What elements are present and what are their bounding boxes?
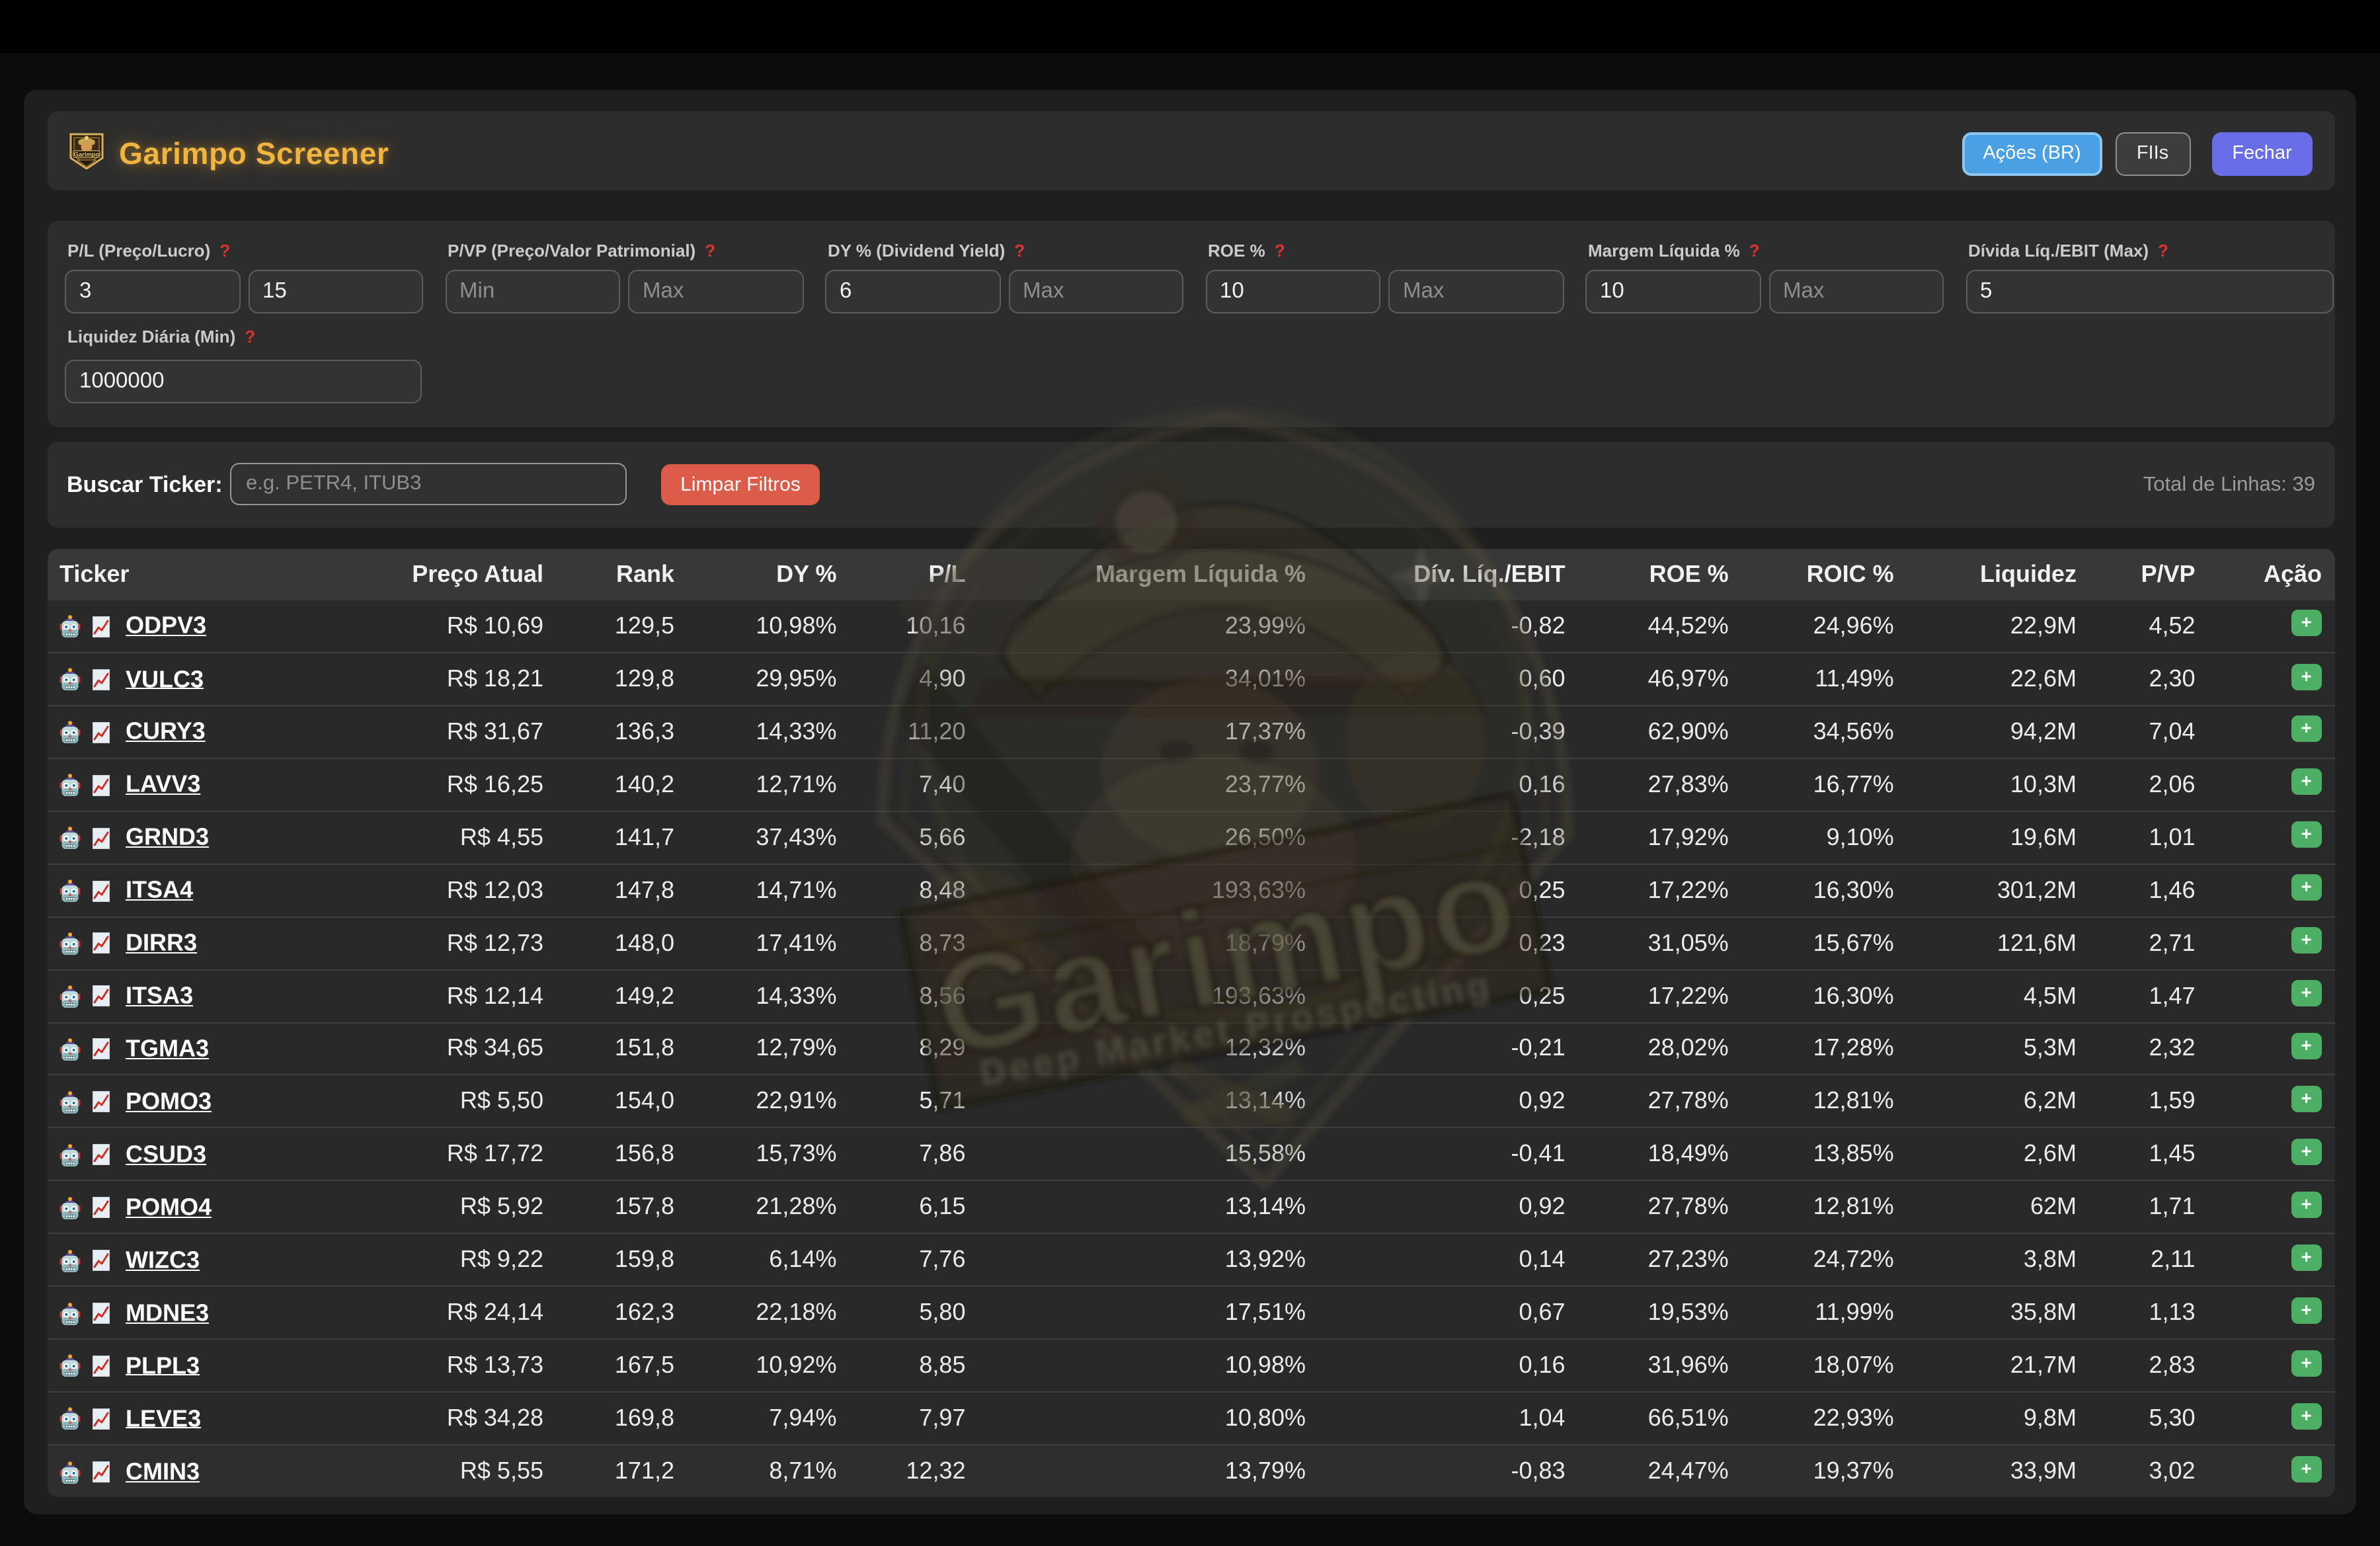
svg-text:Garimpo: Garimpo <box>73 151 99 159</box>
